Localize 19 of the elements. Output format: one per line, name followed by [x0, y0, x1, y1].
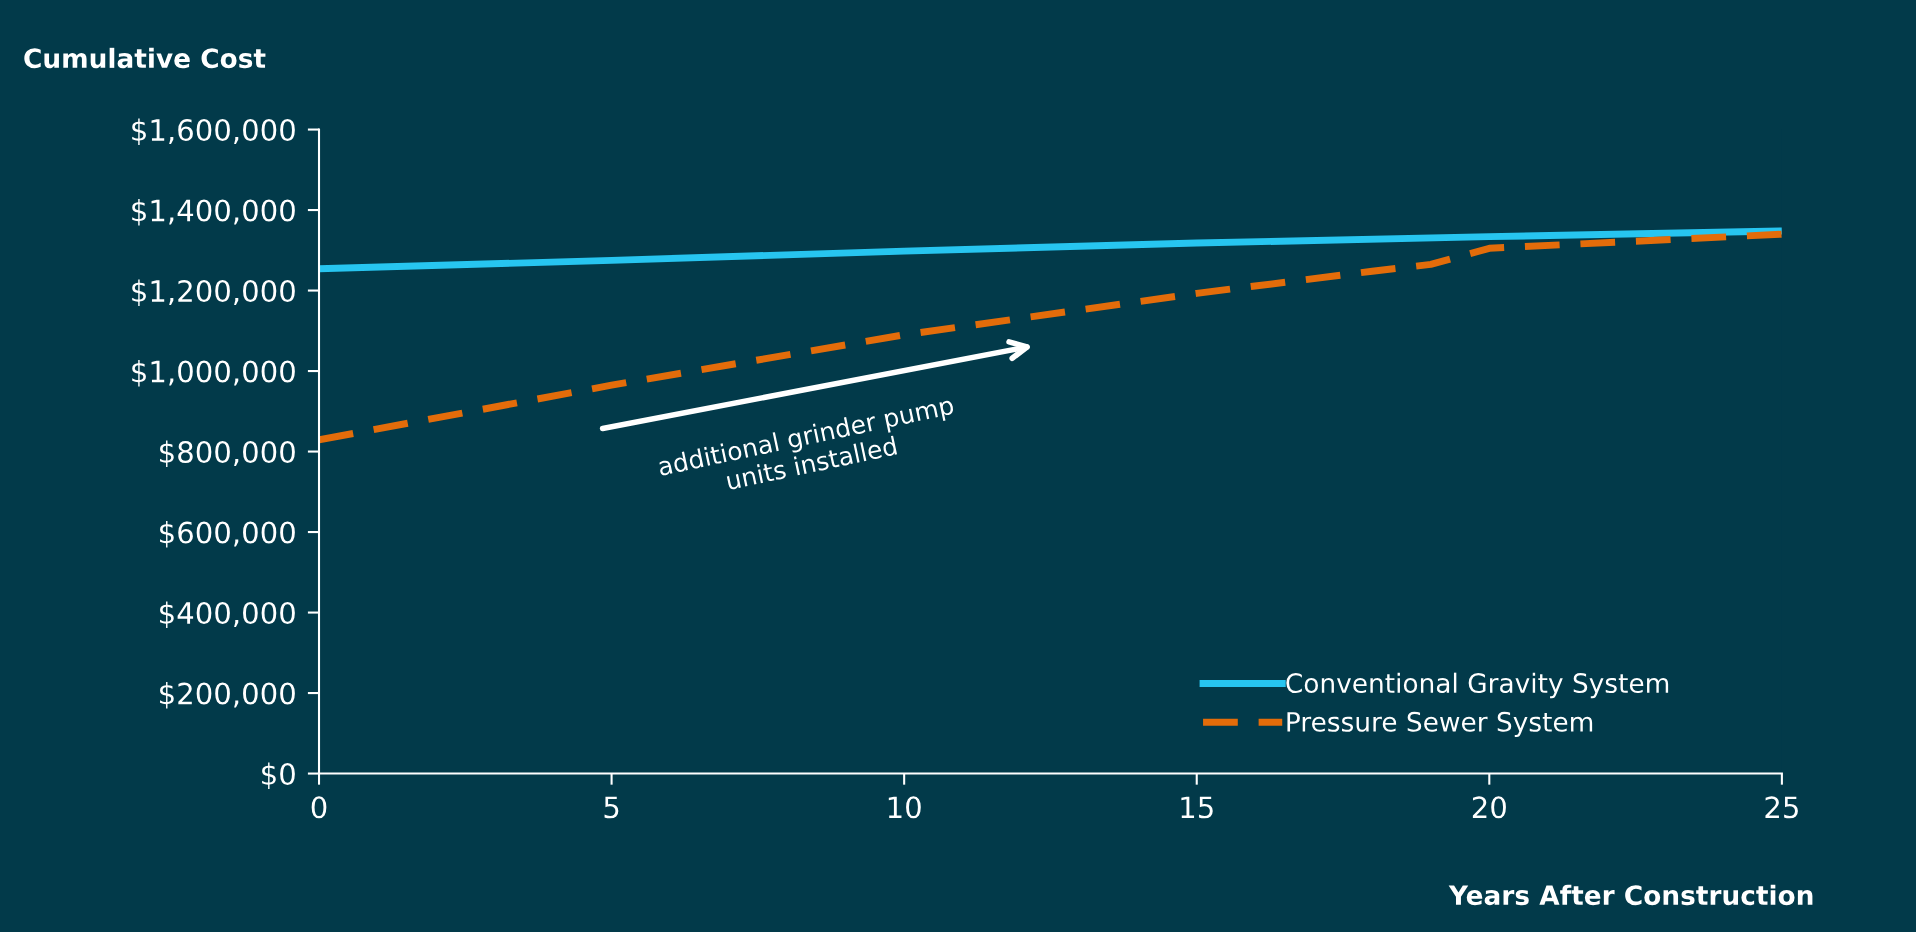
x-tick-label: 20 — [1472, 796, 1506, 819]
y-tick-label: $800,000 — [160, 440, 295, 467]
y-tick-label: $1,600,000 — [132, 118, 295, 145]
x-tick-label: 0 — [311, 796, 327, 819]
x-tick-label: 15 — [1181, 796, 1213, 819]
y-tick-label: $1,200,000 — [132, 279, 295, 306]
legend-label: Conventional Gravity System — [1286, 672, 1669, 699]
y-tick-label: $1,000,000 — [132, 359, 295, 387]
y-tick-label: $0 — [262, 762, 295, 789]
legend-label: Pressure Sewer System — [1287, 711, 1593, 737]
y-tick-label: $1,400,000 — [132, 198, 295, 226]
y-tick-label: $600,000 — [160, 520, 295, 548]
x-axis-title: Years After Construction — [1448, 884, 1813, 906]
y-tick-label: $400,000 — [160, 601, 295, 628]
x-tick-label: 10 — [888, 796, 921, 819]
y-tick-label: $200,000 — [160, 681, 295, 709]
x-tick-label: 5 — [604, 796, 619, 819]
y-axis-title: Cumulative Cost — [24, 47, 266, 69]
x-tick-label: 25 — [1765, 796, 1798, 819]
